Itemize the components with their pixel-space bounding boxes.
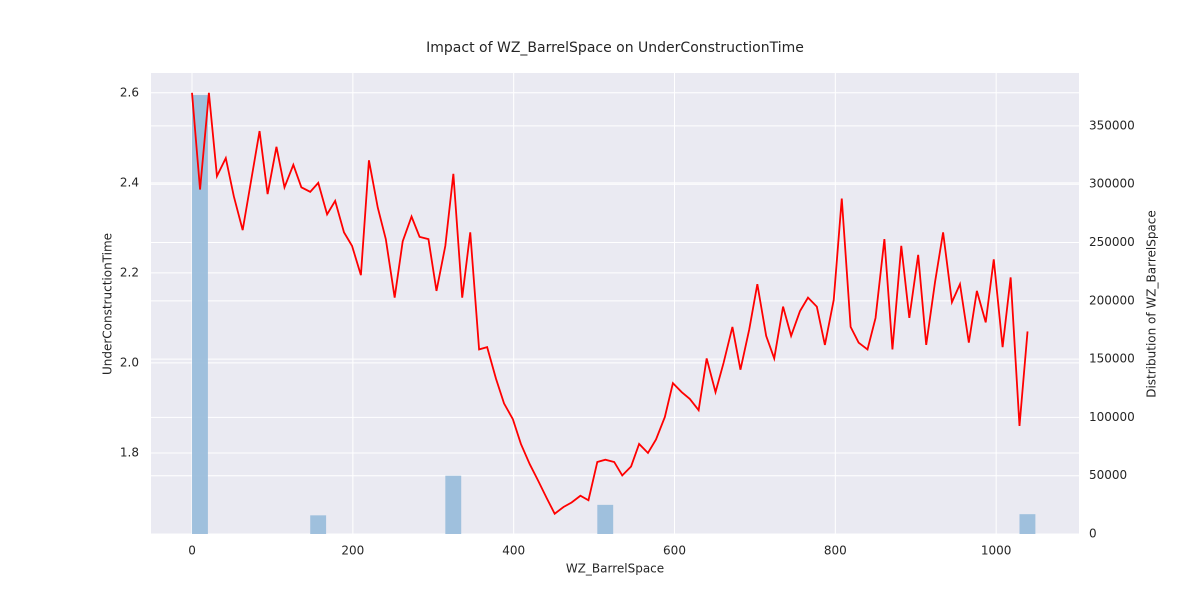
histogram-bar xyxy=(1019,514,1036,534)
y2-tick-label: 350000 xyxy=(1089,118,1135,132)
chart-title: Impact of WZ_BarrelSpace on UnderConstru… xyxy=(426,40,804,56)
y2-tick-label: 250000 xyxy=(1089,235,1135,249)
x-tick-label: 600 xyxy=(663,544,686,558)
histogram-bar xyxy=(310,515,327,534)
plot-background xyxy=(151,73,1079,534)
x-tick-label: 200 xyxy=(341,544,364,558)
y2-tick-label: 200000 xyxy=(1089,293,1135,307)
x-tick-label: 0 xyxy=(188,544,196,558)
y2-tick-label: 300000 xyxy=(1089,177,1135,191)
y-axis-label: UnderConstructionTime xyxy=(101,233,115,375)
data-line xyxy=(191,92,1029,516)
y2-tick-label: 50000 xyxy=(1089,468,1127,482)
y-tick-label: 2.4 xyxy=(120,175,139,189)
y2-tick-label: 150000 xyxy=(1089,352,1135,366)
grid xyxy=(151,73,1079,535)
y2-tick-label: 0 xyxy=(1089,527,1097,541)
x-axis-label: WZ_BarrelSpace xyxy=(566,562,664,576)
histogram-bar xyxy=(445,475,462,534)
x-tick-label: 400 xyxy=(502,544,525,558)
histogram-bar xyxy=(192,95,208,535)
marks xyxy=(191,92,1036,535)
y2-tick-label: 100000 xyxy=(1089,410,1135,424)
x-tick-label: 800 xyxy=(824,544,847,558)
x-tick-label: 1000 xyxy=(981,544,1012,558)
y2-axis-label: Distribution of WZ_BarrelSpace xyxy=(1145,210,1159,398)
y-tick-label: 1.8 xyxy=(120,445,139,459)
y-tick-label: 2.0 xyxy=(120,355,139,369)
y-tick-label: 2.2 xyxy=(120,265,139,279)
histogram-bar xyxy=(597,504,614,534)
y-tick-label: 2.6 xyxy=(120,85,139,99)
